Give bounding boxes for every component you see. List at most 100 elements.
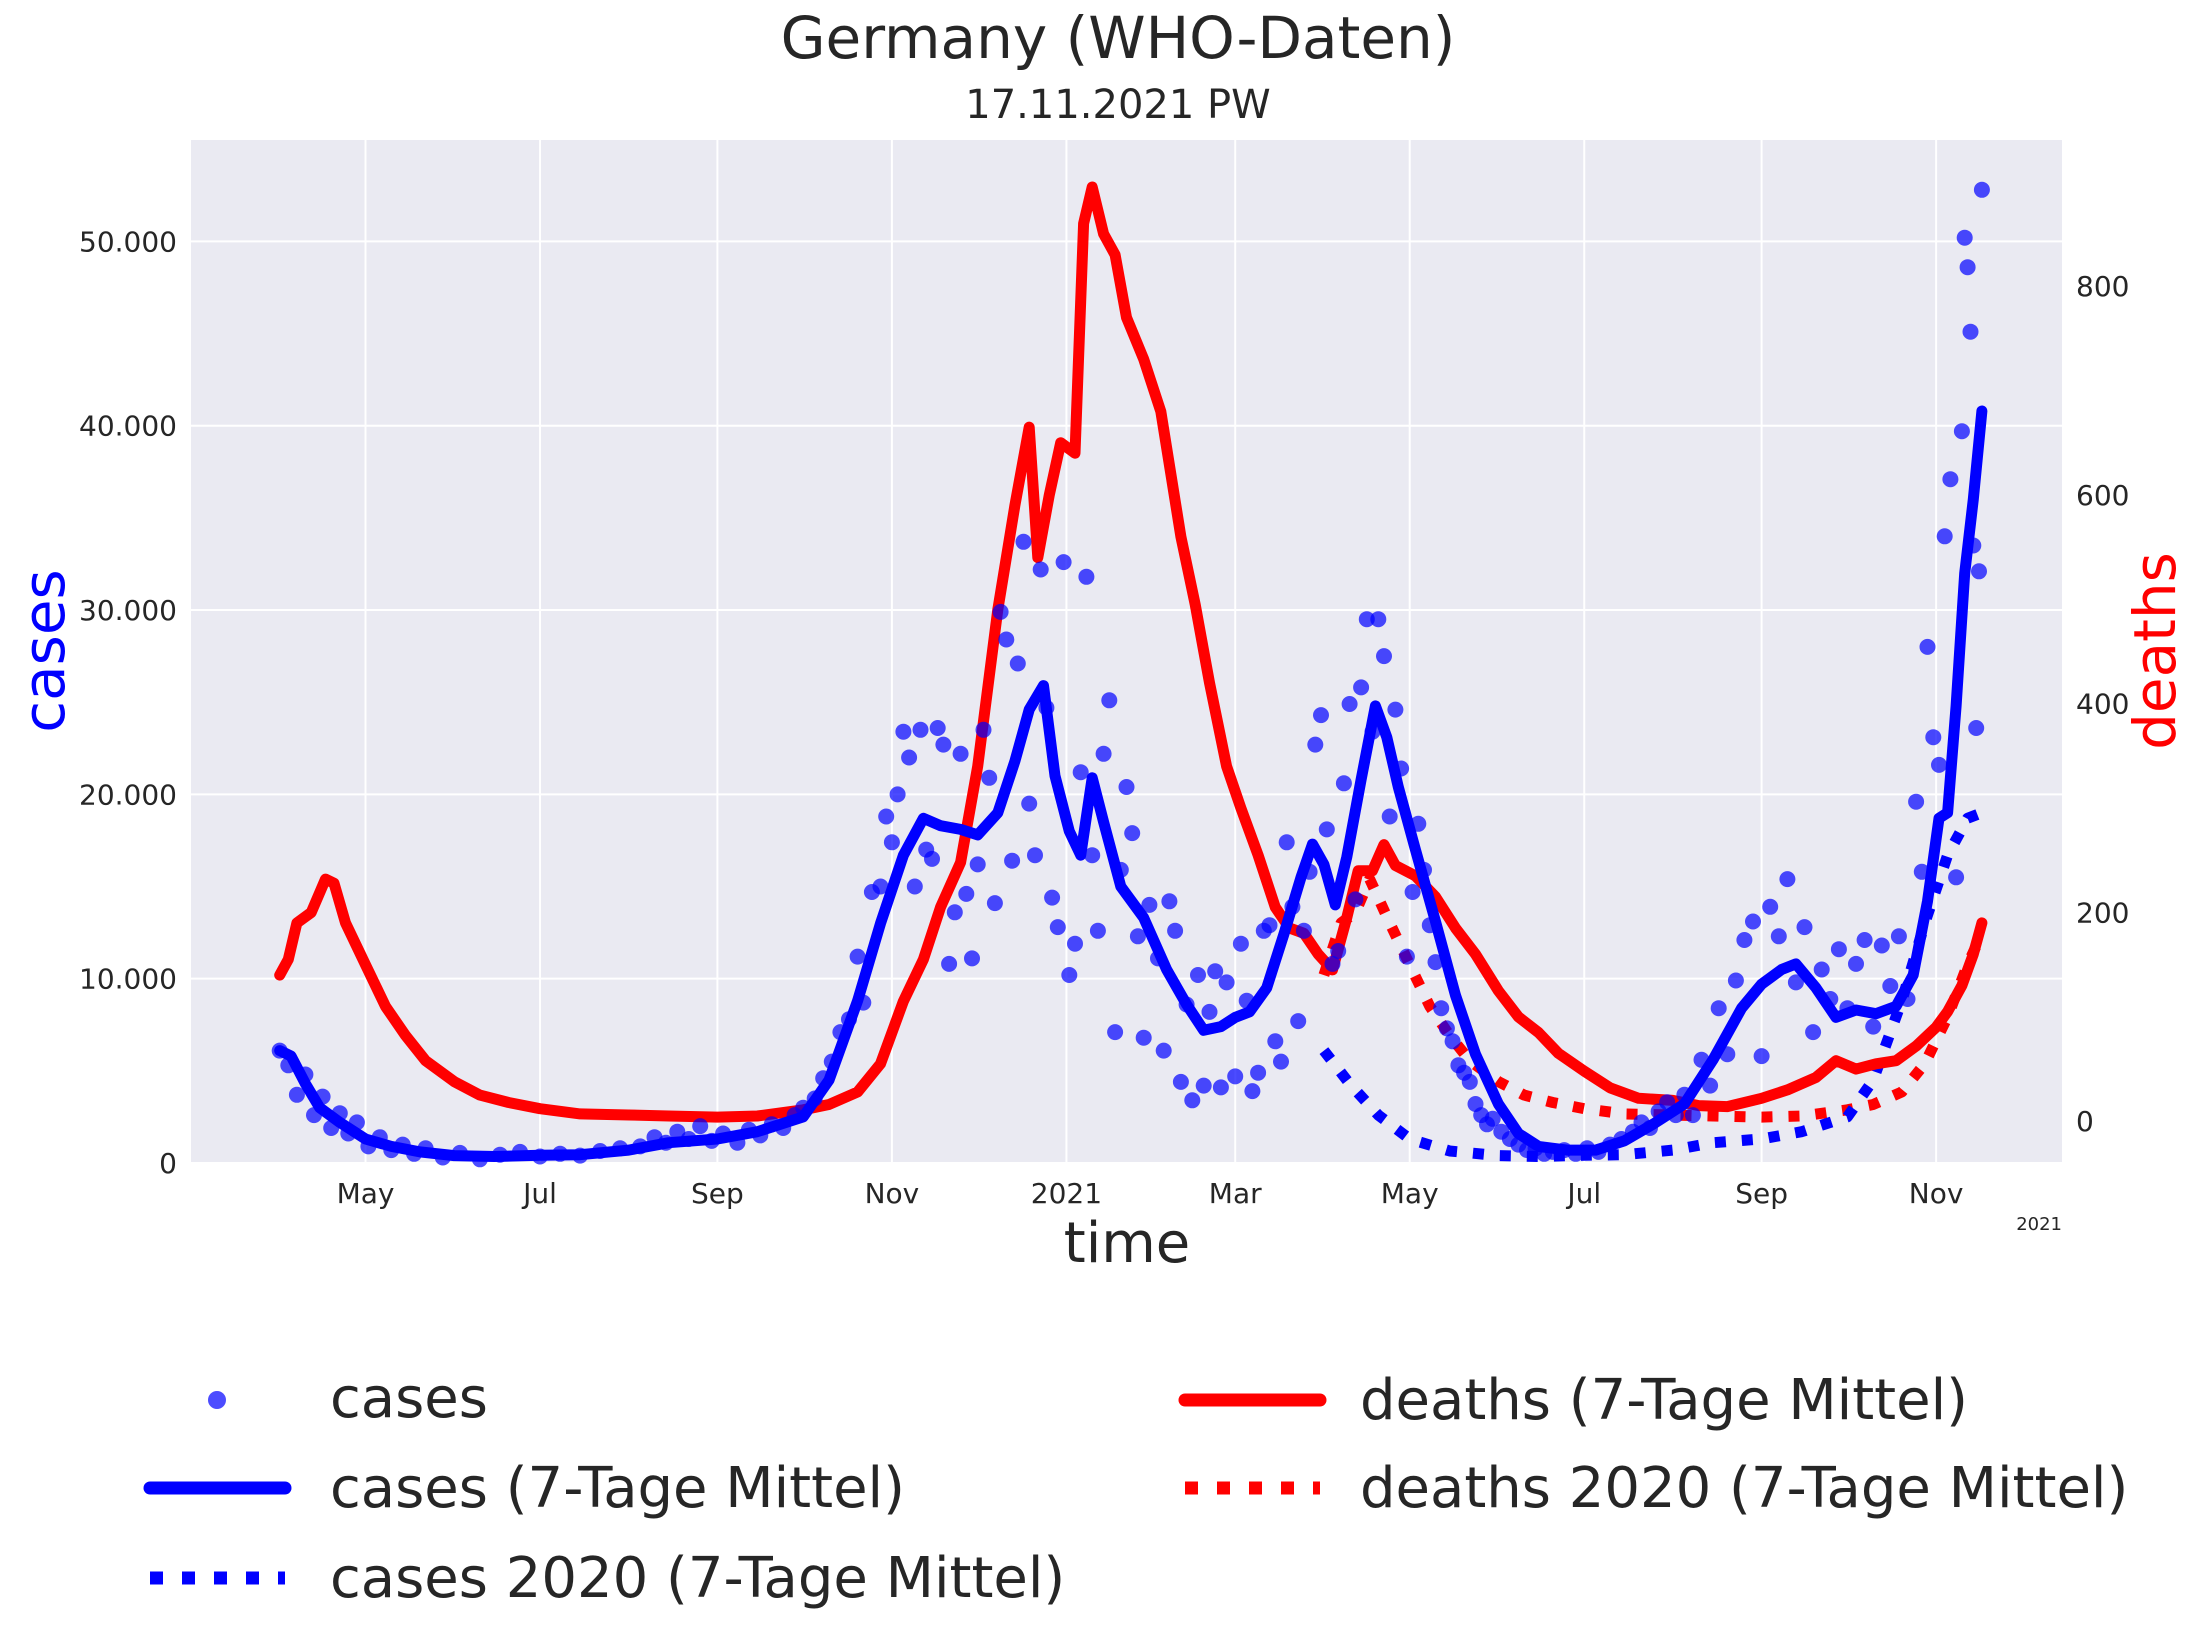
series-line-deaths-7-tage-mittel xyxy=(274,181,1988,1123)
series-line-deaths-2020-7-tage-mittel xyxy=(1318,873,1987,1123)
data-point-cases xyxy=(1590,1143,1607,1160)
data-point-cases xyxy=(1129,928,1146,945)
data-point-cases xyxy=(895,723,912,740)
data-point-cases xyxy=(1779,871,1796,888)
data-point-cases xyxy=(1044,889,1061,906)
data-point-cases xyxy=(1353,679,1370,696)
legend-item-deaths-2020: deaths 2020 (7-Tage Mittel) xyxy=(1185,1456,2128,1521)
data-point-cases xyxy=(1078,568,1095,585)
data-point-cases xyxy=(394,1136,411,1153)
data-point-cases xyxy=(901,749,918,766)
data-point-cases xyxy=(1659,1094,1676,1111)
data-point-cases xyxy=(271,1042,288,1059)
right-tick-label: 400 xyxy=(2076,688,2129,721)
data-point-cases xyxy=(1684,1107,1701,1124)
data-point-cases xyxy=(832,1024,849,1041)
data-point-cases xyxy=(1913,863,1930,880)
data-point-cases xyxy=(752,1127,769,1144)
x-tick-label: Sep xyxy=(1735,1177,1788,1210)
legend-label-cases-2020: cases 2020 (7-Tage Mittel) xyxy=(330,1546,1065,1611)
data-point-cases xyxy=(998,631,1015,648)
left-tick-label: 10.000 xyxy=(79,963,177,996)
data-point-cases xyxy=(532,1148,548,1165)
data-point-cases xyxy=(941,955,958,972)
data-point-cases xyxy=(1925,729,1942,746)
data-point-cases xyxy=(855,994,872,1011)
data-point-cases xyxy=(1908,793,1925,810)
chart-subtitle: 17.11.2021 PW xyxy=(965,82,1270,128)
x-tick-label: Nov xyxy=(1909,1177,1964,1210)
data-point-cases xyxy=(1942,471,1959,488)
data-point-cases xyxy=(1822,991,1839,1007)
data-point-cases xyxy=(1956,229,1973,246)
data-point-cases xyxy=(1150,950,1166,967)
data-point-cases xyxy=(729,1134,746,1151)
data-point-cases xyxy=(1032,561,1049,578)
data-point-cases xyxy=(1278,834,1295,851)
data-point-cases xyxy=(1009,655,1026,672)
data-point-cases xyxy=(1427,954,1444,971)
data-point-cases xyxy=(314,1088,331,1105)
data-point-cases xyxy=(1301,863,1318,880)
data-point-cases xyxy=(964,950,980,967)
legend-item-deaths-7-tage: deaths (7-Tage Mittel) xyxy=(1178,1368,1968,1433)
data-point-cases xyxy=(1727,972,1744,989)
data-point-cases xyxy=(878,808,895,825)
data-point-cases xyxy=(1067,935,1083,952)
data-point-cases xyxy=(1839,1000,1856,1017)
data-point-cases xyxy=(297,1066,314,1083)
left-tick-label: 0 xyxy=(159,1147,177,1180)
legend-label-deaths-2020: deaths 2020 (7-Tage Mittel) xyxy=(1360,1456,2128,1521)
data-point-cases xyxy=(340,1125,357,1142)
x-tick-label: Sep xyxy=(691,1177,744,1210)
x-tick-label: Mar xyxy=(1209,1177,1262,1210)
data-point-cases xyxy=(1890,928,1907,945)
data-point-cases xyxy=(1953,423,1970,440)
data-point-cases xyxy=(1398,948,1415,965)
legend-item-cases: cases xyxy=(208,1366,488,1431)
data-point-cases xyxy=(1195,1077,1212,1094)
data-point-cases xyxy=(1762,898,1779,915)
data-point-cases xyxy=(889,786,906,803)
data-point-cases xyxy=(1848,955,1864,972)
data-point-cases xyxy=(1693,1051,1710,1068)
data-point-cases xyxy=(1049,919,1066,936)
data-point-cases xyxy=(1095,745,1112,762)
left-axis-label: cases xyxy=(10,569,78,733)
data-point-cases xyxy=(451,1144,468,1161)
data-point-cases xyxy=(1212,1079,1229,1096)
data-point-cases xyxy=(1968,720,1985,736)
data-point-cases xyxy=(1410,815,1427,832)
data-point-cases xyxy=(1813,961,1830,978)
data-point-cases xyxy=(1364,723,1381,740)
data-point-cases xyxy=(1112,861,1129,878)
data-point-cases xyxy=(924,850,940,867)
data-point-cases xyxy=(1710,1000,1727,1017)
data-point-cases xyxy=(1962,323,1979,340)
data-point-cases xyxy=(1676,1086,1693,1103)
data-point-cases xyxy=(1971,563,1987,580)
data-point-cases xyxy=(935,736,952,753)
x-tick-label: May xyxy=(337,1177,395,1210)
data-point-cases xyxy=(417,1140,434,1157)
data-point-cases xyxy=(1719,1046,1736,1063)
data-point-cases xyxy=(612,1140,629,1157)
right-axis-ticks: 0 200 400 600 800 xyxy=(2076,270,2129,1138)
right-tick-label: 200 xyxy=(2076,896,2129,929)
chart-title: Germany (WHO-Daten) xyxy=(781,4,1456,72)
data-point-cases xyxy=(1172,1073,1189,1090)
data-point-cases xyxy=(1484,1110,1501,1127)
data-point-cases xyxy=(492,1146,508,1163)
data-point-cases xyxy=(1155,1042,1172,1059)
data-point-cases xyxy=(906,878,923,895)
data-point-cases xyxy=(1358,611,1375,628)
data-point-cases xyxy=(512,1143,528,1160)
data-point-cases xyxy=(1167,922,1184,939)
data-point-cases xyxy=(1038,699,1055,716)
data-point-cases xyxy=(1330,943,1347,959)
data-point-cases xyxy=(1027,847,1043,864)
x-tick-label: Jul xyxy=(1565,1177,1601,1210)
data-point-cases xyxy=(1118,779,1135,795)
data-point-cases xyxy=(1416,861,1432,878)
